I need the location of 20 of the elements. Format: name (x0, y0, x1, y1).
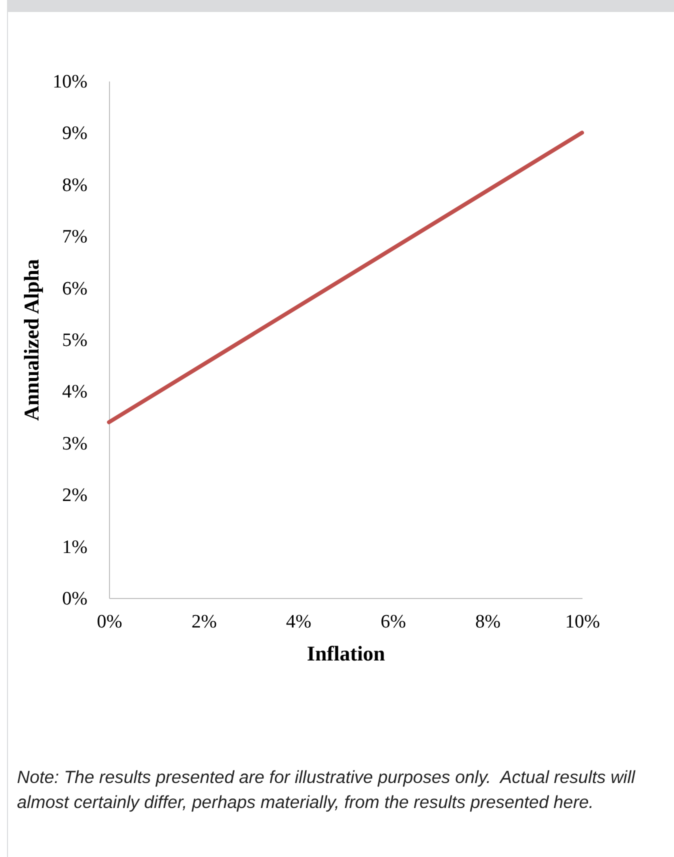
x-tick-label: 8% (475, 612, 501, 632)
y-tick-label: 2% (62, 485, 88, 506)
y-tick-label: 4% (62, 382, 88, 403)
x-tick-label: 10% (565, 612, 600, 632)
x-tick-label: 6% (380, 612, 406, 632)
y-tick-label: 8% (62, 174, 88, 196)
x-tick-label: 4% (286, 612, 312, 632)
x-tick-label: 2% (191, 612, 217, 632)
y-tick-label: 5% (62, 330, 88, 351)
y-tick-label: 3% (62, 433, 88, 454)
y-tick-label: 7% (62, 226, 88, 248)
x-axis-title: Inflation (306, 642, 386, 666)
text: Note: The results presented are for illustrative purposes only. Actual results will almost certainly differ, perhaps materially, from the results presented here. (17, 766, 636, 814)
y-tick-label: 0% (62, 588, 88, 610)
y-axis-title: Annualized Alpha (20, 258, 44, 421)
y-tick-label: 10% (52, 72, 88, 92)
x-tick-label: 0% (96, 612, 122, 632)
y-tick-label: 6% (62, 278, 88, 300)
y-tick-label: 9% (62, 123, 88, 144)
y-tick-label: 1% (62, 536, 88, 558)
